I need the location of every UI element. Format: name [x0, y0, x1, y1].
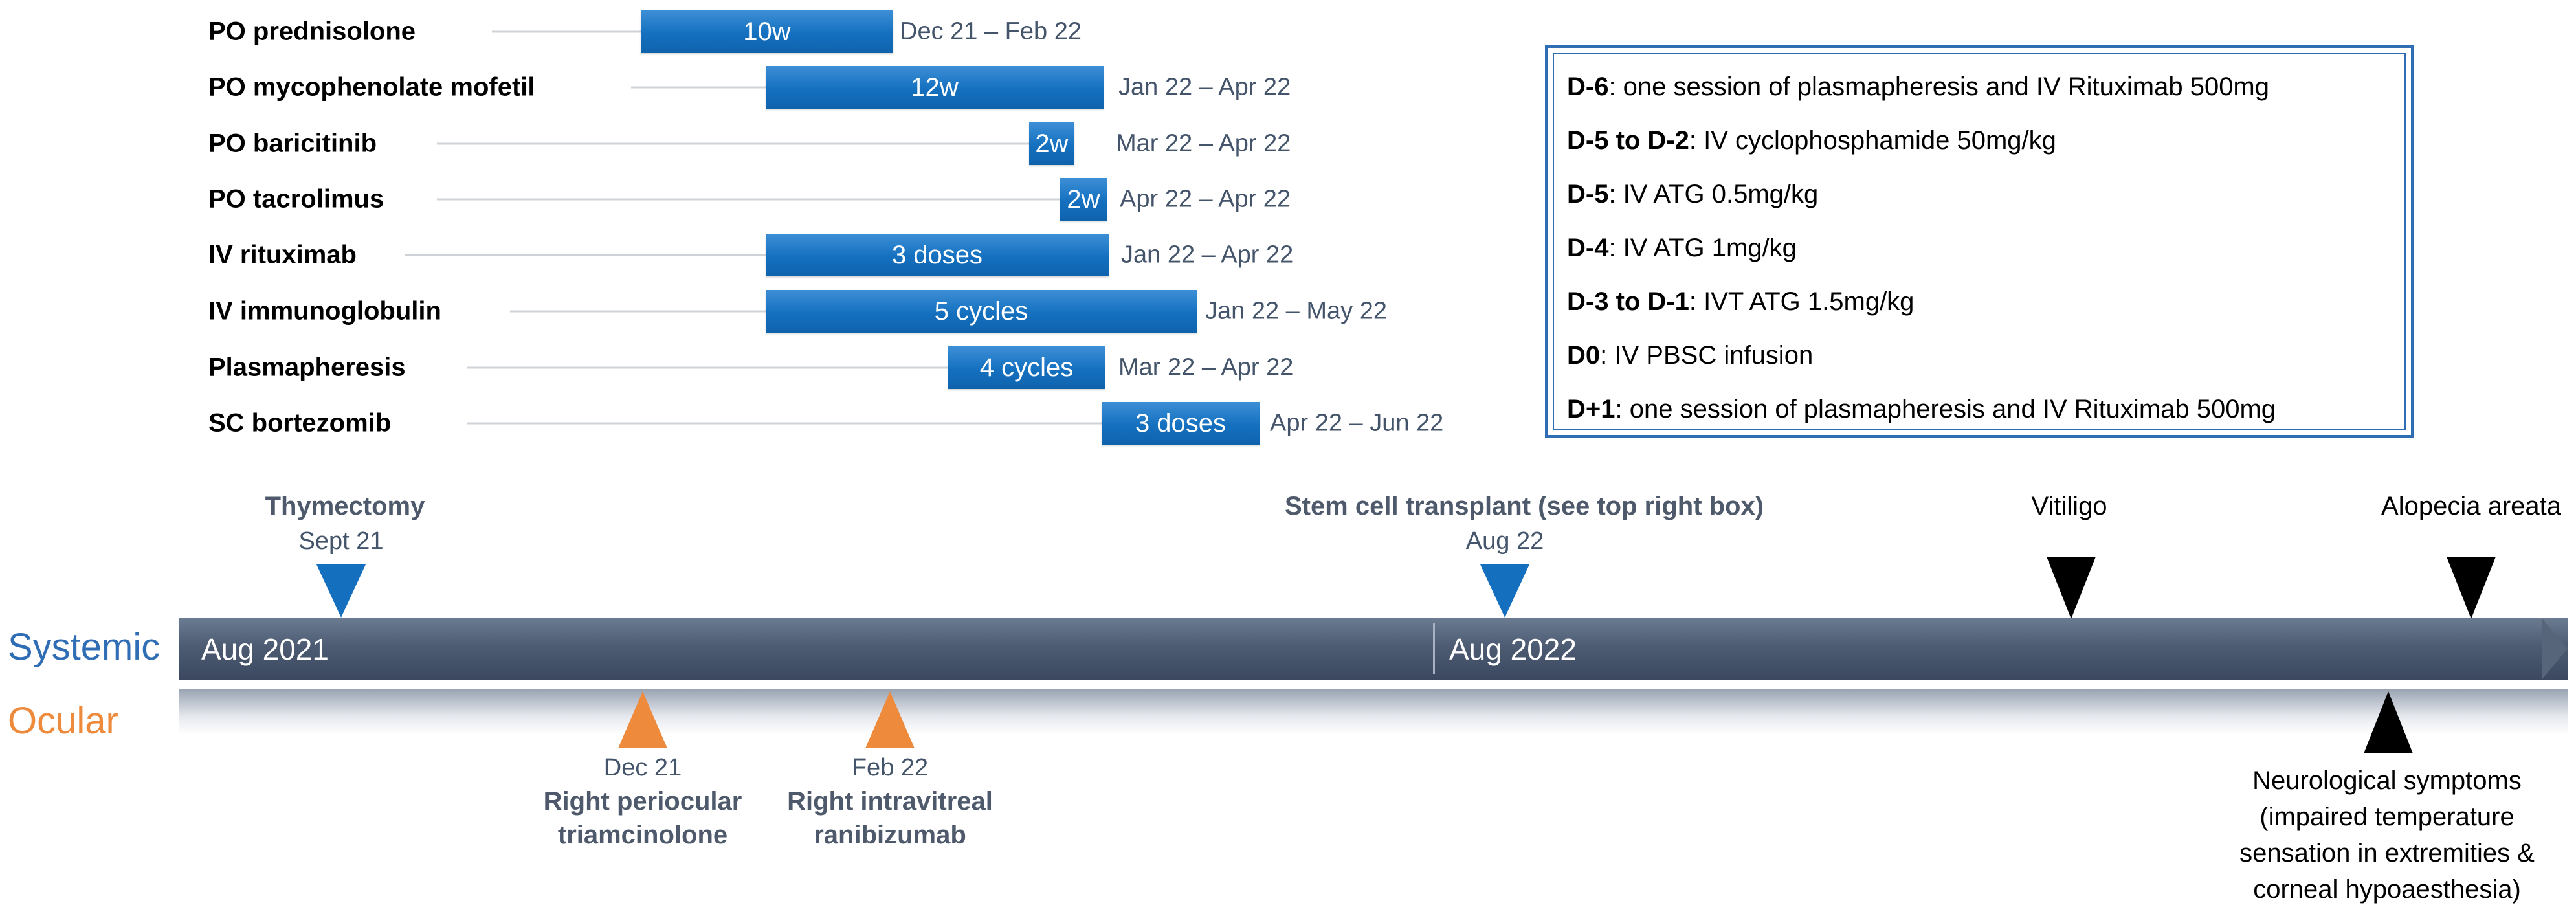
drug-leader-line: [405, 254, 767, 256]
drug-name: PO mycophenolate mofetil: [208, 72, 535, 102]
periocular-line2: triamcinolone: [557, 821, 728, 849]
drug-dates: Dec 21 – Feb 22: [900, 17, 1082, 45]
systemic-track-label: Systemic: [8, 626, 161, 668]
drug-row-bortezomib: SC bortezomib 3 doses Apr 22 – Jun 22: [0, 397, 1489, 449]
neuro-marker-icon: [2364, 691, 2413, 753]
drug-row-immunoglobulin: IV immunoglobulin 5 cycles Jan 22 – May …: [0, 285, 1489, 337]
ocular-timeline-bar: [179, 689, 2568, 735]
protocol-day: D0: [1567, 341, 1601, 370]
vitiligo-title: Vitiligo: [2031, 492, 2107, 520]
drug-duration-bar: 3 doses: [1102, 402, 1260, 445]
drug-name: SC bortezomib: [208, 408, 392, 438]
protocol-text: : IV PBSC infusion: [1600, 341, 1814, 370]
drug-row-tacrolimus: PO tacrolimus 2w Apr 22 – Apr 22: [0, 173, 1489, 225]
protocol-step: D-4: IV ATG 1mg/kg: [1567, 234, 1797, 263]
intravitreal-marker-icon: [865, 691, 915, 748]
protocol-inner-border: [1553, 53, 2406, 430]
neuro-line2: (impaired temperature: [2260, 803, 2515, 831]
neuro-line1: Neurological symptoms: [2252, 766, 2522, 795]
drug-duration-bar: 3 doses: [766, 234, 1109, 276]
drug-duration-bar: 2w: [1060, 178, 1107, 221]
vitiligo-marker-icon: [2047, 557, 2096, 619]
drug-leader-line: [492, 30, 641, 33]
drug-dates: Jan 22 – Apr 22: [1118, 73, 1291, 101]
thymectomy-marker-icon: [316, 564, 366, 618]
protocol-step: D-6: one session of plasmapheresis and I…: [1567, 72, 2269, 102]
drug-dates: Mar 22 – Apr 22: [1116, 129, 1291, 157]
protocol-day: D-4: [1567, 234, 1609, 262]
drug-duration-bar: 2w: [1029, 122, 1074, 165]
drug-leader-line: [437, 142, 1029, 145]
stem-cell-marker-icon: [1480, 564, 1529, 618]
drug-leader-line: [437, 198, 1060, 201]
transplant-protocol-box: D-6: one session of plasmapheresis and I…: [1545, 45, 2414, 438]
alopecia-marker-icon: [2447, 557, 2496, 619]
intravitreal-line1: Right intravitreal: [787, 787, 993, 816]
drug-leader-line: [467, 422, 1102, 425]
timeline-start-label: Aug 2021: [201, 632, 329, 666]
systemic-timeline-bar: Aug 2021 Aug 2022: [179, 618, 2568, 680]
protocol-step: D-3 to D-1: IVT ATG 1.5mg/kg: [1567, 287, 1914, 317]
drug-name: IV immunoglobulin: [208, 296, 441, 326]
drug-row-baricitinib: PO baricitinib 2w Mar 22 – Apr 22: [0, 118, 1489, 170]
neuro-symptoms-title: Neurological symptoms (impaired temperat…: [2239, 763, 2535, 908]
timeline-arrow-cap: [2542, 618, 2568, 680]
protocol-text: : IV ATG 0.5mg/kg: [1608, 180, 1819, 208]
drug-row-prednisolone: PO prednisolone 10w Dec 21 – Feb 22: [0, 6, 1489, 58]
ocular-track-label: Ocular: [8, 700, 118, 742]
neuro-line4: corneal hypoaesthesia): [2253, 875, 2521, 904]
protocol-text: : one session of plasmapheresis and IV R…: [1615, 395, 2276, 423]
intravitreal-title: Right intravitreal ranibizumab: [787, 785, 993, 852]
stem-cell-date: Aug 22: [1465, 528, 1544, 555]
drug-name: PO prednisolone: [208, 17, 416, 46]
periocular-title: Right periocular triamcinolone: [544, 785, 742, 852]
drug-duration-bar: 10w: [641, 10, 893, 53]
drug-leader-line: [631, 86, 767, 89]
drug-name: PO tacrolimus: [208, 184, 384, 214]
drug-row-mycophenolate: PO mycophenolate mofetil 12w Jan 22 – Ap…: [0, 61, 1489, 113]
protocol-day: D-5 to D-2: [1567, 126, 1689, 155]
drug-dates: Apr 22 – Jun 22: [1270, 409, 1444, 437]
protocol-step: D-5 to D-2: IV cyclophosphamide 50mg/kg: [1567, 126, 2056, 155]
drug-duration-bar: 5 cycles: [766, 290, 1197, 333]
intravitreal-date: Feb 22: [851, 754, 929, 781]
intravitreal-line2: ranibizumab: [814, 821, 966, 849]
drug-row-rituximab: IV rituximab 3 doses Jan 22 – Apr 22: [0, 229, 1489, 281]
periocular-date: Dec 21: [603, 754, 682, 781]
drug-leader-line: [510, 310, 767, 313]
stem-cell-title: Stem cell transplant (see top right box): [1284, 492, 1764, 520]
timeline-mid-label: Aug 2022: [1449, 632, 1577, 666]
periocular-marker-icon: [618, 691, 667, 748]
protocol-day: D-6: [1567, 72, 1609, 101]
neuro-line3: sensation in extremities &: [2239, 839, 2535, 867]
drug-dates: Jan 22 – Apr 22: [1121, 241, 1294, 269]
drug-dates: Jan 22 – May 22: [1205, 297, 1387, 325]
protocol-text: : IV ATG 1mg/kg: [1608, 234, 1797, 262]
protocol-day: D-3 to D-1: [1567, 287, 1689, 316]
protocol-step: D-5: IV ATG 0.5mg/kg: [1567, 180, 1818, 209]
protocol-step: D0: IV PBSC infusion: [1567, 341, 1813, 370]
drug-dates: Apr 22 – Apr 22: [1120, 185, 1291, 213]
thymectomy-date: Sept 21: [298, 528, 384, 555]
protocol-text: : IV cyclophosphamide 50mg/kg: [1689, 126, 2056, 155]
protocol-text: : IVT ATG 1.5mg/kg: [1689, 287, 1915, 316]
year-divider: [1433, 623, 1435, 674]
protocol-day: D+1: [1567, 395, 1616, 423]
protocol-day: D-5: [1567, 180, 1609, 208]
periocular-line1: Right periocular: [543, 787, 742, 816]
drug-duration-bar: 4 cycles: [948, 346, 1105, 389]
thymectomy-title: Thymectomy: [265, 492, 425, 520]
drug-name: IV rituximab: [208, 240, 357, 269]
drug-dates: Mar 22 – Apr 22: [1118, 353, 1294, 381]
drug-row-plasmapheresis: Plasmapheresis 4 cycles Mar 22 – Apr 22: [0, 342, 1489, 394]
drug-leader-line: [467, 366, 949, 369]
alopecia-title: Alopecia areata: [2381, 492, 2561, 520]
protocol-text: : one session of plasmapheresis and IV R…: [1608, 72, 2269, 101]
protocol-step: D+1: one session of plasmapheresis and I…: [1567, 395, 2276, 424]
drug-name: Plasmapheresis: [208, 353, 406, 382]
drug-duration-bar: 12w: [766, 66, 1104, 109]
drug-name: PO baricitinib: [208, 129, 377, 158]
